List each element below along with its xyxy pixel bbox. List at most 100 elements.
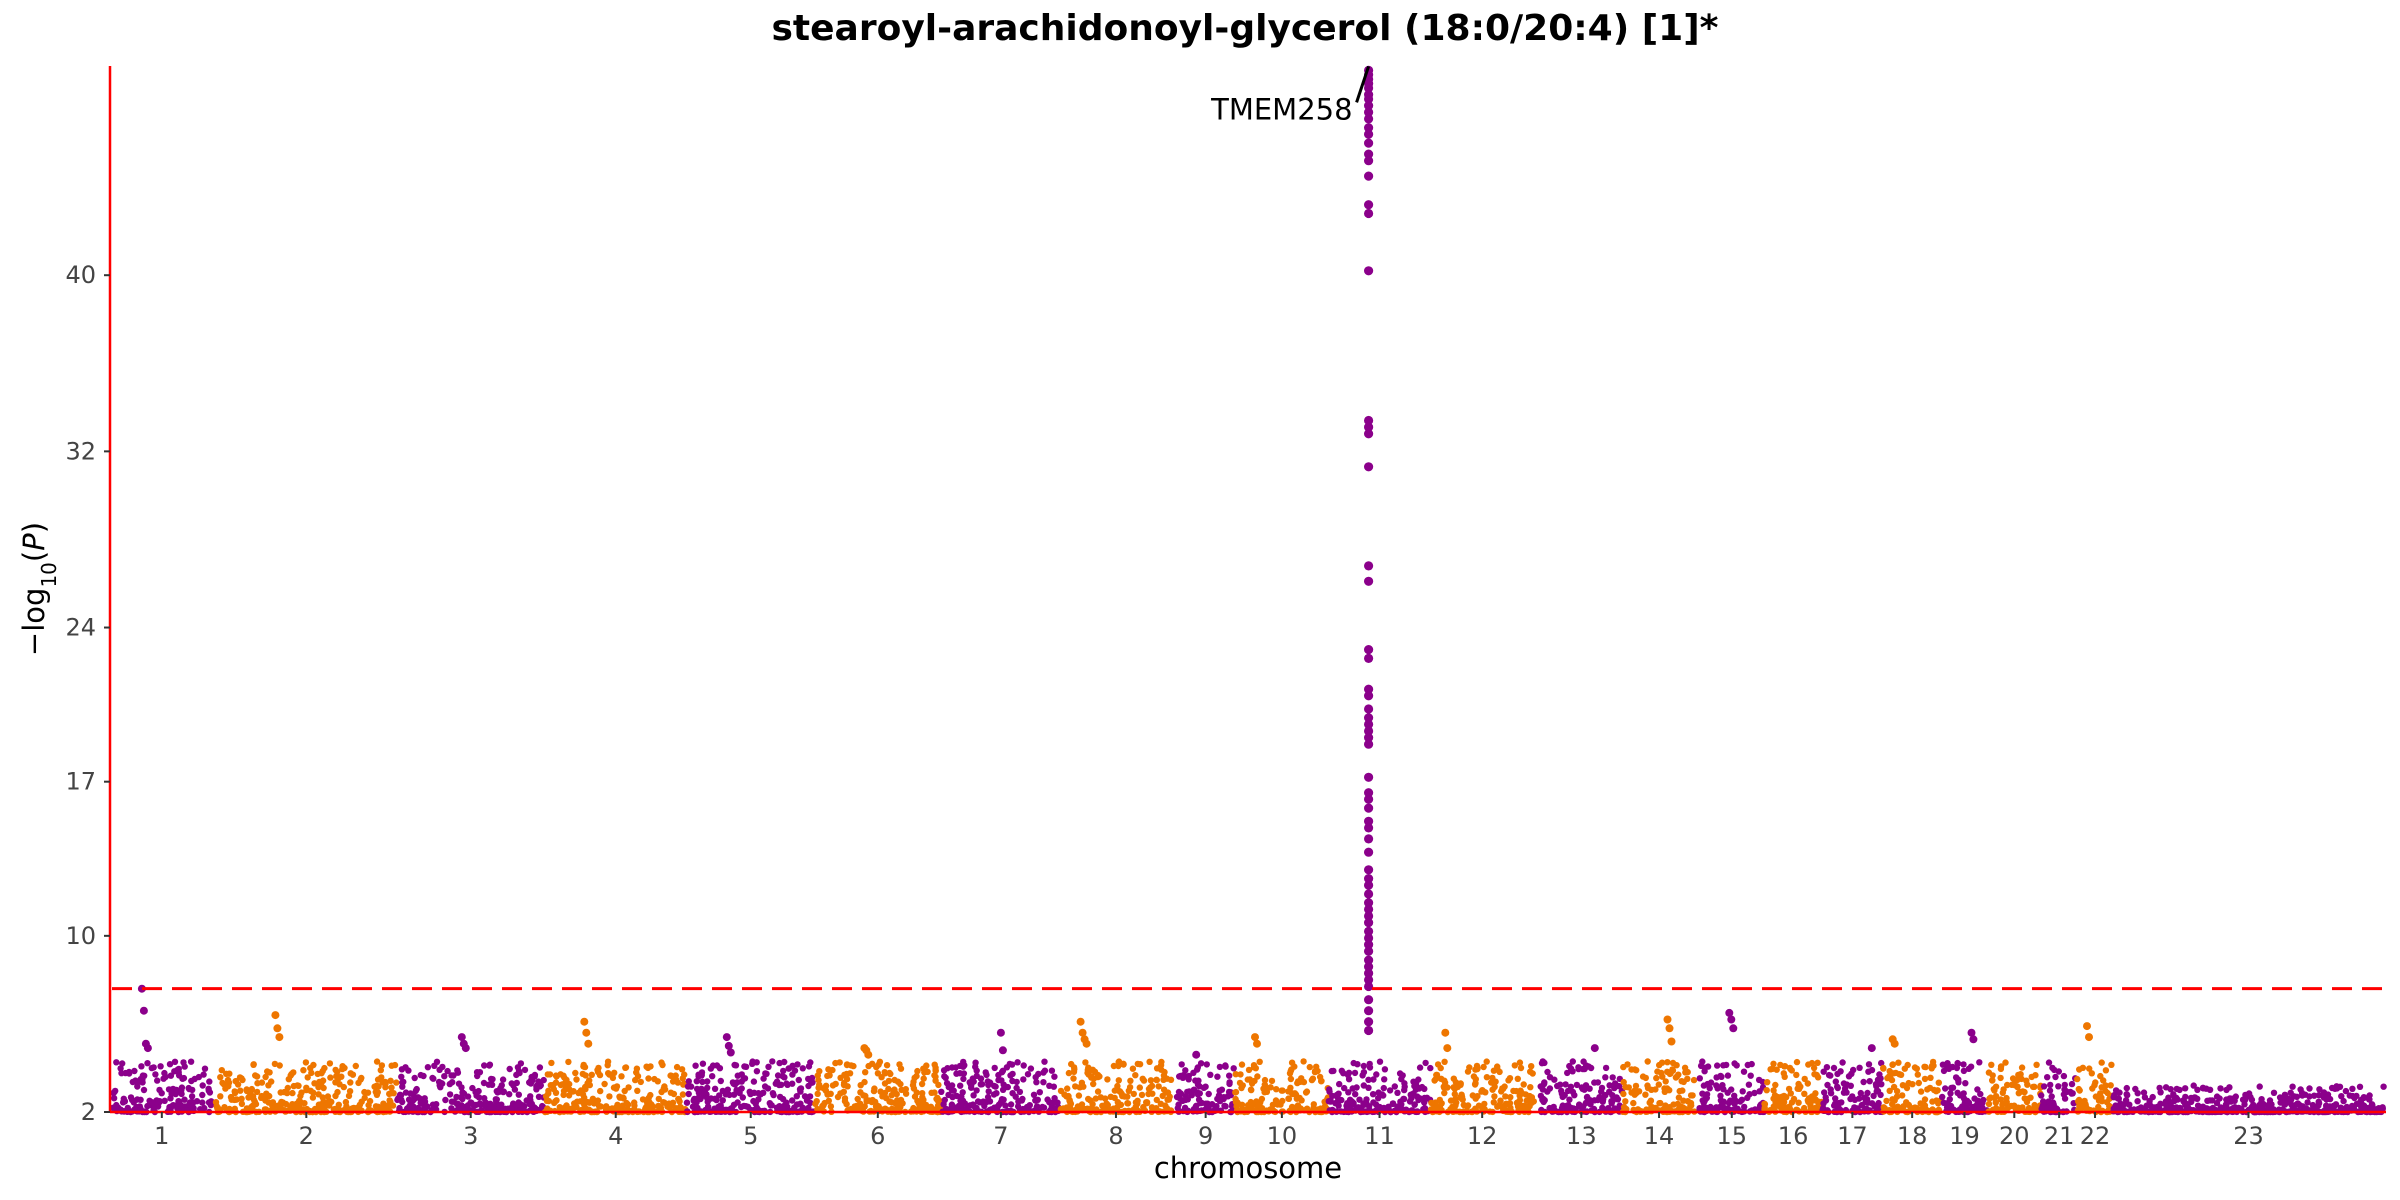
snp-point xyxy=(563,1076,570,1084)
snp-point xyxy=(1917,1088,1925,1095)
snp-point xyxy=(709,1073,716,1080)
snp-point xyxy=(160,1075,167,1082)
snp-point xyxy=(513,1079,520,1087)
snp-point xyxy=(1586,1097,1594,1104)
snp-point xyxy=(1364,847,1374,857)
snp-point xyxy=(1364,576,1374,586)
snp-point xyxy=(676,1098,683,1105)
snp-point xyxy=(2223,1101,2230,1109)
snp-point xyxy=(932,1077,939,1084)
snp-point xyxy=(481,1062,488,1069)
snp-point xyxy=(1614,1096,1622,1103)
snp-point xyxy=(2176,1086,2183,1094)
snp-point xyxy=(527,1096,534,1104)
snp-point xyxy=(161,1069,168,1077)
snp-point xyxy=(2116,1089,2123,1096)
snp-point xyxy=(1364,415,1374,426)
snp-point xyxy=(1848,1070,1855,1078)
snp-point xyxy=(611,1069,618,1077)
snp-point xyxy=(1279,1087,1286,1094)
snp-point xyxy=(1230,1065,1237,1072)
snp-point xyxy=(959,1089,966,1096)
snp-point xyxy=(417,1099,424,1107)
snp-point xyxy=(1273,1086,1280,1093)
snp-point xyxy=(793,1093,800,1100)
snp-point xyxy=(237,1087,244,1094)
snp-point xyxy=(1557,1081,1564,1088)
snp-point xyxy=(1057,1087,1065,1095)
snp-point xyxy=(685,1090,692,1098)
snp-point xyxy=(983,1071,990,1079)
snp-point xyxy=(1194,1064,1202,1071)
snp-point xyxy=(738,1071,745,1078)
snp-point xyxy=(968,1084,975,1091)
snp-point xyxy=(1952,1074,1960,1081)
snp-point xyxy=(1024,1071,1032,1078)
snp-point xyxy=(1302,1089,1310,1096)
snp-point xyxy=(966,1079,973,1086)
snp-point xyxy=(1703,1094,1711,1102)
snp-point xyxy=(857,1089,864,1096)
snp-point xyxy=(1364,726,1374,736)
snp-point xyxy=(1090,1080,1097,1088)
snp-point xyxy=(1569,1058,1577,1065)
snp-point xyxy=(862,1092,869,1100)
snp-point xyxy=(1008,1061,1016,1068)
snp-point xyxy=(1214,1073,1221,1080)
snp-point xyxy=(1675,1071,1682,1078)
snp-point xyxy=(1065,1105,1072,1112)
snp-point xyxy=(1019,1095,1026,1103)
snp-point xyxy=(941,1073,948,1080)
snp-point xyxy=(515,1091,522,1098)
snp-point xyxy=(1364,129,1374,139)
snp-point xyxy=(1044,1096,1051,1103)
snp-point xyxy=(1494,1103,1501,1110)
snp-point xyxy=(1104,1076,1111,1083)
snp-point xyxy=(1351,1069,1359,1077)
snp-point xyxy=(1085,1064,1092,1071)
snp-point xyxy=(433,1101,440,1108)
snp-point xyxy=(631,1099,638,1106)
snp-point xyxy=(1947,1090,1954,1097)
snp-point xyxy=(1793,1071,1800,1079)
snp-point xyxy=(1416,1064,1424,1071)
snp-point xyxy=(1065,1069,1073,1077)
snp-point xyxy=(1667,1070,1674,1077)
snp-point xyxy=(711,1085,719,1093)
snp-point xyxy=(1755,1076,1763,1084)
snp-point xyxy=(894,1103,901,1110)
snp-point xyxy=(1239,1082,1247,1089)
snp-point xyxy=(1602,1064,1610,1072)
snp-point xyxy=(2029,1083,2037,1091)
snp-point xyxy=(1770,1095,1777,1102)
snp-point xyxy=(1849,1093,1856,1100)
snp-point xyxy=(276,1062,283,1069)
snp-point xyxy=(1732,1098,1739,1105)
snp-point xyxy=(1364,904,1374,915)
snp-point xyxy=(1594,1096,1602,1104)
chromosome-6-top-hits xyxy=(860,1044,873,1059)
snp-point xyxy=(453,1093,460,1101)
snp-point xyxy=(1341,1084,1348,1092)
chromosome-14-points xyxy=(1619,1058,1698,1116)
snp-point xyxy=(400,1078,407,1086)
snp-point xyxy=(2047,1081,2054,1089)
snp-point xyxy=(1379,1091,1386,1098)
snp-point xyxy=(1007,1101,1015,1108)
snp-point xyxy=(1427,1064,1434,1072)
y-tick-label: 2 xyxy=(81,1098,96,1126)
x-tick-label: 21 xyxy=(2044,1122,2075,1150)
snp-point xyxy=(933,1095,940,1103)
snp-point xyxy=(1364,865,1374,875)
snp-point xyxy=(1783,1094,1790,1101)
snp-point xyxy=(1517,1064,1525,1072)
snp-point xyxy=(898,1086,905,1094)
snp-point xyxy=(1482,1089,1489,1096)
snp-point xyxy=(1369,1091,1377,1098)
snp-point xyxy=(1955,1079,1962,1086)
snp-point xyxy=(1878,1081,1885,1088)
snp-point xyxy=(945,1091,952,1099)
snp-point xyxy=(1082,1039,1091,1048)
snp-point xyxy=(679,1075,686,1082)
snp-point xyxy=(573,1076,580,1083)
